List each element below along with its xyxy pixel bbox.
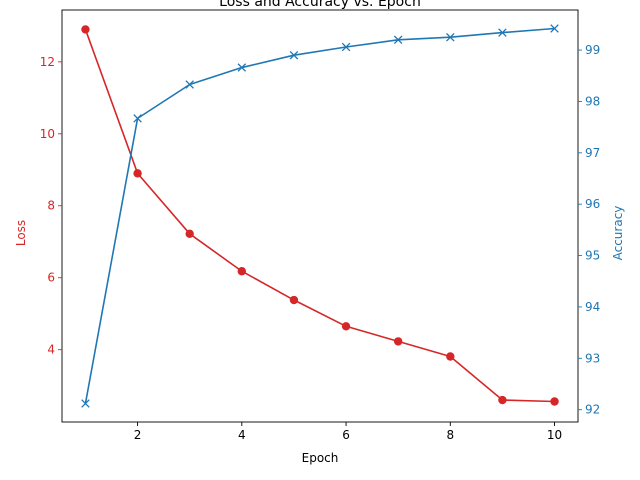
left-axis-label: Loss (14, 220, 28, 246)
x-tick-label: 8 (446, 428, 454, 442)
data-point-accuracy (185, 80, 194, 89)
data-point-accuracy (498, 28, 507, 37)
data-point-loss (341, 322, 351, 331)
data-point-loss (81, 25, 90, 34)
right-tick-label: 93 (585, 351, 600, 365)
left-tick-label: 4 (47, 343, 55, 357)
x-tick-label: 4 (238, 428, 246, 442)
right-axis-label: Accuracy (611, 206, 625, 261)
series-line-accuracy (84, 27, 555, 404)
left-tick-label: 6 (47, 271, 55, 285)
data-point-accuracy (341, 42, 351, 52)
data-point-accuracy (550, 24, 559, 33)
data-point-accuracy (393, 35, 403, 45)
x-axis-label: Epoch (302, 451, 339, 465)
data-point-accuracy (133, 114, 142, 123)
x-tick-label: 6 (342, 428, 350, 442)
data-point-loss (498, 395, 507, 405)
data-point-loss (237, 267, 247, 276)
data-point-accuracy (289, 50, 299, 60)
left-tick-label: 12 (40, 55, 55, 69)
data-point-loss (550, 397, 559, 406)
x-tick-label: 10 (547, 428, 562, 442)
data-point-accuracy (81, 399, 90, 408)
left-tick-label: 10 (40, 127, 55, 141)
right-tick-label: 97 (585, 146, 600, 160)
right-tick-label: 99 (585, 43, 600, 57)
data-point-loss (289, 295, 299, 305)
series-line-loss (84, 29, 555, 403)
x-tick-label: 2 (134, 428, 142, 442)
right-tick-label: 94 (585, 300, 600, 314)
data-point-loss (133, 169, 142, 178)
right-tick-label: 96 (585, 197, 600, 211)
chart-title: Loss and Accuracy vs. Epoch (219, 0, 421, 10)
right-tick-label: 92 (585, 403, 600, 417)
data-point-loss (446, 352, 455, 361)
plot-frame (61, 9, 579, 423)
right-tick-label: 98 (585, 94, 600, 108)
right-tick-label: 95 (585, 249, 600, 263)
data-point-accuracy (237, 63, 247, 72)
data-point-loss (185, 229, 194, 239)
data-point-loss (393, 337, 403, 346)
left-tick-label: 8 (47, 199, 55, 213)
data-point-accuracy (446, 32, 455, 42)
plot-area: 2 4 6 8 10 4 6 8 10 12 92 93 94 95 96 97 98 99 (40, 9, 600, 442)
